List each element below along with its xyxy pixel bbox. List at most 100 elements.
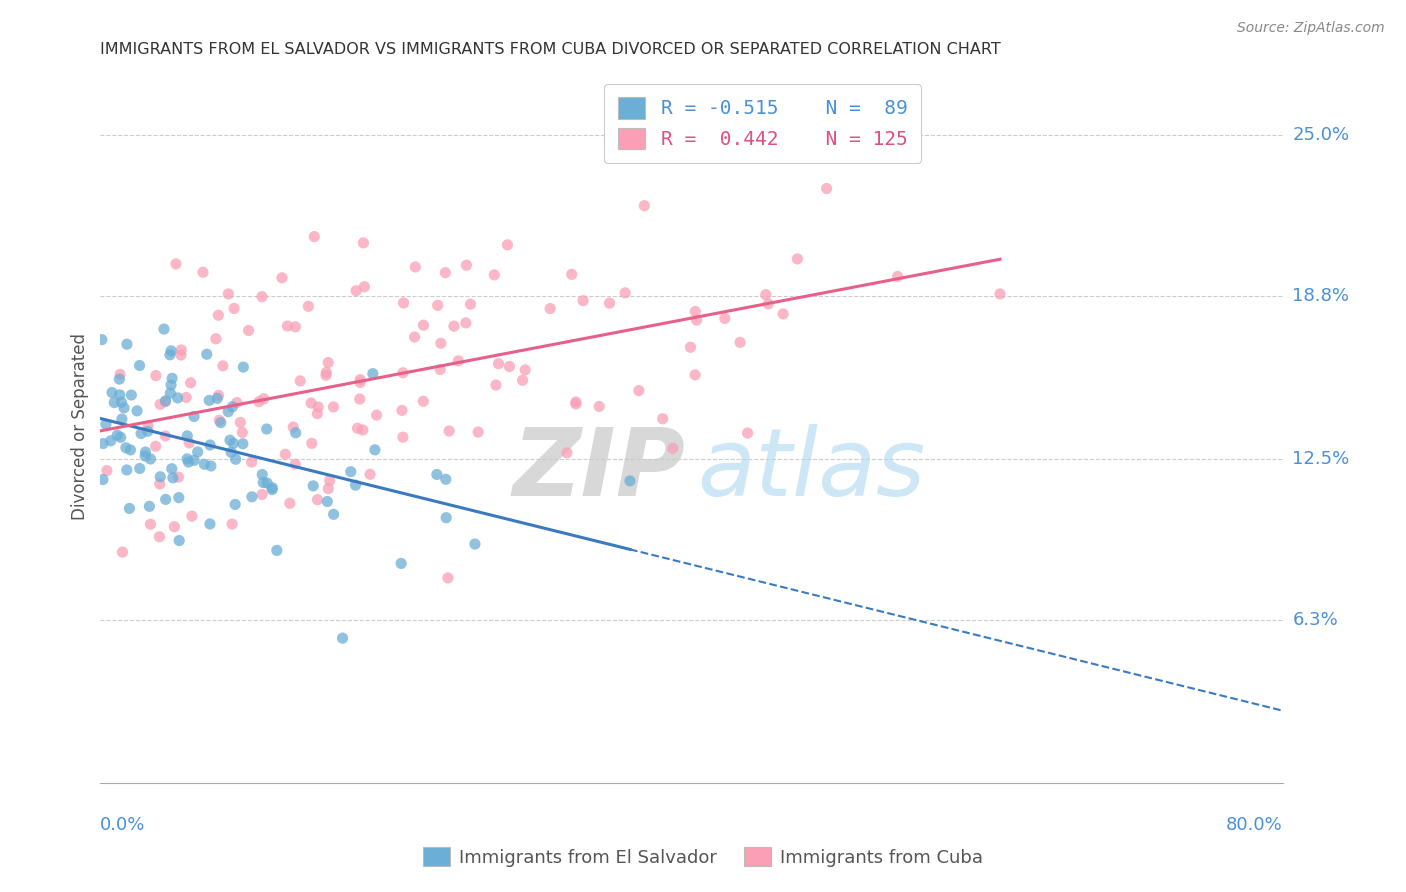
Point <box>278 496 301 510</box>
Point <box>661 442 683 456</box>
Point <box>307 400 329 414</box>
Point <box>153 322 176 336</box>
Point <box>129 426 152 441</box>
Point <box>252 467 274 482</box>
Point <box>139 452 162 467</box>
Point <box>149 469 172 483</box>
Point <box>198 393 221 408</box>
Point <box>96 464 118 478</box>
Point <box>714 311 737 326</box>
Point <box>125 404 148 418</box>
Point <box>176 429 198 443</box>
Point <box>162 471 184 485</box>
Point <box>112 401 135 415</box>
Point <box>392 296 415 310</box>
Point <box>299 396 322 410</box>
Point <box>101 385 124 400</box>
Point <box>512 373 534 387</box>
Point <box>159 386 181 401</box>
Point <box>105 428 128 442</box>
Point <box>467 425 489 439</box>
Point <box>138 500 160 514</box>
Point <box>128 359 150 373</box>
Point <box>344 284 367 298</box>
Point <box>134 449 156 463</box>
Point <box>737 426 759 441</box>
Point <box>128 461 150 475</box>
Point <box>488 357 510 371</box>
Point <box>221 517 243 532</box>
Point <box>498 359 520 374</box>
Point <box>882 120 904 135</box>
Point <box>217 405 239 419</box>
Point <box>167 470 190 484</box>
Text: 18.8%: 18.8% <box>1292 287 1350 305</box>
Point <box>565 397 588 411</box>
Point <box>302 479 325 493</box>
Point <box>389 557 412 571</box>
Point <box>404 260 426 274</box>
Point <box>349 376 371 390</box>
Point <box>633 199 655 213</box>
Point <box>339 465 361 479</box>
Text: 80.0%: 80.0% <box>1226 815 1282 834</box>
Point <box>90 333 112 347</box>
Point <box>284 425 307 440</box>
Legend: Immigrants from El Salvador, Immigrants from Cuba: Immigrants from El Salvador, Immigrants … <box>416 840 990 874</box>
Point <box>195 347 218 361</box>
Point <box>619 474 641 488</box>
Point <box>120 388 142 402</box>
Point <box>94 417 117 432</box>
Point <box>91 436 114 450</box>
Point <box>180 509 202 524</box>
Point <box>209 416 232 430</box>
Point <box>434 472 457 486</box>
Point <box>232 437 254 451</box>
Point <box>361 367 384 381</box>
Point <box>193 458 215 472</box>
Point <box>484 268 506 282</box>
Point <box>460 297 482 311</box>
Point <box>454 316 477 330</box>
Point <box>217 286 239 301</box>
Point <box>136 425 159 439</box>
Point <box>111 412 134 426</box>
Point <box>240 490 263 504</box>
Point <box>115 441 138 455</box>
Point <box>685 304 707 318</box>
Point <box>364 442 387 457</box>
Point <box>155 429 177 443</box>
Point <box>284 457 307 471</box>
Point <box>627 384 650 398</box>
Point <box>108 372 131 386</box>
Point <box>315 368 337 383</box>
Point <box>110 395 132 409</box>
Point <box>229 416 252 430</box>
Point <box>572 293 595 308</box>
Point <box>115 463 138 477</box>
Point <box>614 285 637 300</box>
Point <box>198 516 221 531</box>
Point <box>426 467 449 482</box>
Point <box>174 391 197 405</box>
Point <box>108 368 131 382</box>
Point <box>426 298 449 312</box>
Point <box>160 378 183 392</box>
Point <box>728 335 751 350</box>
Point <box>240 455 263 469</box>
Point <box>307 407 329 421</box>
Point <box>166 391 188 405</box>
Point <box>145 368 167 383</box>
Point <box>155 393 177 408</box>
Point <box>344 478 367 492</box>
Point <box>349 392 371 406</box>
Point <box>598 296 620 310</box>
Point <box>231 425 253 440</box>
Point <box>447 354 470 368</box>
Point <box>139 517 162 532</box>
Point <box>301 436 323 450</box>
Point <box>404 330 426 344</box>
Point <box>208 413 231 427</box>
Point <box>149 477 172 491</box>
Point <box>100 434 122 448</box>
